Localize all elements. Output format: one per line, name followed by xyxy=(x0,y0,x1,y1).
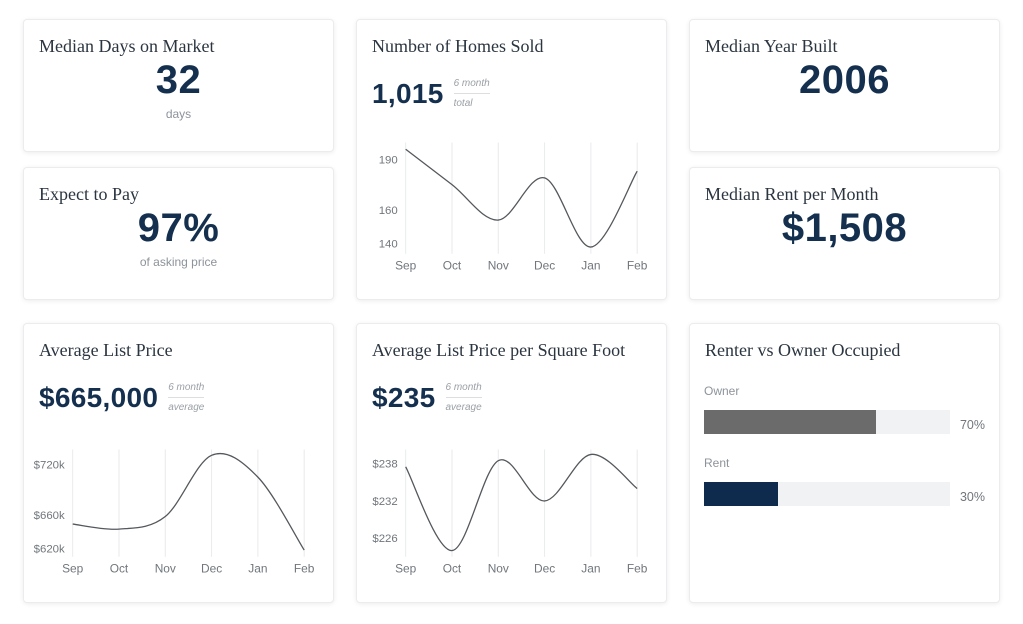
card-average-list-price: Average List Price $665,000 6 month aver… xyxy=(23,323,334,603)
trend-line xyxy=(72,453,305,551)
price-per-sqft-value: $235 xyxy=(372,381,436,413)
price-per-sqft-trend-chart: $238 $232 $226 Sep Oct Nov Dec Jan Feb xyxy=(372,449,648,576)
owner-bar-percent: 70% xyxy=(959,418,985,432)
owner-bar-label: Owner xyxy=(704,384,740,398)
annotation-period: 6 month xyxy=(445,382,482,393)
card-median-year-built: Median Year Built 2006 xyxy=(689,19,1000,152)
median-rent-value: $1,508 xyxy=(781,206,908,250)
card-title: Median Days on Market xyxy=(39,36,215,56)
annotation-kind: total xyxy=(453,93,490,109)
rent-bar-fill xyxy=(704,482,778,506)
x-axis-label: Sep xyxy=(395,259,417,273)
y-axis-tick-label: $620k xyxy=(34,543,65,555)
homes-sold-value: 1,015 xyxy=(372,77,444,109)
price-per-sqft-stat: $235 6 month average xyxy=(372,382,666,413)
x-axis-label: Feb xyxy=(294,562,315,576)
column-middle: Number of Homes Sold 1,015 6 month total… xyxy=(356,19,667,603)
homes-sold-stat: 1,015 6 month total xyxy=(372,78,666,109)
card-median-rent: Median Rent per Month $1,508 xyxy=(689,167,1000,300)
card-renter-vs-owner: Renter vs Owner Occupied Owner 70% Rent xyxy=(689,323,1000,603)
occupancy-bars: Owner 70% Rent 30% xyxy=(704,384,985,506)
card-title: Average List Price xyxy=(39,340,173,360)
x-axis-label: Jan xyxy=(248,562,267,576)
card-title: Expect to Pay xyxy=(39,184,139,204)
rent-bar-track xyxy=(704,482,950,506)
x-axis-label: Sep xyxy=(62,562,84,576)
homes-sold-trend-chart: 190 160 140 Sep Oct Nov Dec Jan Feb xyxy=(379,142,648,273)
card-median-days-on-market: Median Days on Market 32 days xyxy=(23,19,334,152)
owner-bar-fill xyxy=(704,410,877,434)
list-price-annotation: 6 month average xyxy=(168,382,205,413)
card-title: Median Year Built xyxy=(705,36,838,56)
annotation-kind: average xyxy=(168,397,205,413)
x-axis-label: Nov xyxy=(488,562,509,576)
owner-bar-row: 70% xyxy=(704,410,985,434)
median-rent-stat: $1,508 xyxy=(690,208,999,248)
card-price-per-square-foot: Average List Price per Square Foot $235 … xyxy=(356,323,667,603)
card-number-of-homes-sold: Number of Homes Sold 1,015 6 month total… xyxy=(356,19,667,300)
x-axis-label: Oct xyxy=(443,562,462,576)
rent-bar-label: Rent xyxy=(704,456,730,470)
expect-to-pay-unit: of asking price xyxy=(139,255,218,269)
median-days-value: 32 xyxy=(155,58,202,102)
median-days-unit: days xyxy=(165,107,192,121)
x-axis-label: Sep xyxy=(395,562,417,576)
card-title: Number of Homes Sold xyxy=(372,36,544,56)
annotation-period: 6 month xyxy=(168,382,205,393)
column-left: Median Days on Market 32 days Expect to … xyxy=(23,19,334,603)
rent-bar-row: 30% xyxy=(704,482,985,506)
annotation-period: 6 month xyxy=(453,78,490,89)
list-price-stat: $665,000 6 month average xyxy=(39,382,333,413)
y-axis-tick-label: 140 xyxy=(379,239,398,251)
expect-to-pay-stat: 97% of asking price xyxy=(24,208,333,269)
x-axis-label: Dec xyxy=(201,562,222,576)
expect-to-pay-value: 97% xyxy=(137,206,220,250)
y-axis-tick-label: $660k xyxy=(34,510,65,522)
column-right: Median Year Built 2006 Median Rent per M… xyxy=(689,19,1000,603)
rent-bar-group: Rent 30% xyxy=(704,456,985,506)
year-built-value: 2006 xyxy=(799,58,890,102)
median-days-stat: 32 days xyxy=(24,60,333,121)
trend-line xyxy=(405,148,638,248)
card-title: Average List Price per Square Foot xyxy=(372,340,626,360)
x-axis-label: Oct xyxy=(110,562,129,576)
y-axis-tick-label: 190 xyxy=(379,154,398,166)
y-axis-tick-label: $232 xyxy=(372,496,397,508)
market-trends-dashboard: Median Days on Market 32 days Expect to … xyxy=(23,19,1000,603)
y-axis-tick-label: $238 xyxy=(372,459,397,471)
homes-sold-annotation: 6 month total xyxy=(453,78,490,109)
annotation-kind: average xyxy=(445,397,482,413)
card-title: Median Rent per Month xyxy=(705,184,879,204)
card-expect-to-pay: Expect to Pay 97% of asking price xyxy=(23,167,334,300)
list-price-trend-chart: $720k $660k $620k Sep Oct Nov Dec Jan Feb xyxy=(34,449,315,576)
y-axis-tick-label: $720k xyxy=(34,460,65,472)
x-axis-label: Dec xyxy=(534,562,555,576)
owner-bar-track xyxy=(704,410,950,434)
x-axis-label: Oct xyxy=(443,259,462,273)
trend-line xyxy=(405,453,638,552)
x-axis-label: Feb xyxy=(627,259,648,273)
y-axis-tick-label: 160 xyxy=(379,205,398,217)
price-per-sqft-annotation: 6 month average xyxy=(445,382,482,413)
year-built-stat: 2006 xyxy=(690,60,999,100)
y-axis-tick-label: $226 xyxy=(372,533,397,545)
x-axis-label: Jan xyxy=(581,259,600,273)
x-axis-label: Nov xyxy=(488,259,509,273)
card-title: Renter vs Owner Occupied xyxy=(705,340,901,360)
list-price-value: $665,000 xyxy=(39,381,159,413)
x-axis-label: Feb xyxy=(627,562,648,576)
x-axis-label: Nov xyxy=(155,562,176,576)
x-axis-label: Dec xyxy=(534,259,555,273)
x-axis-label: Jan xyxy=(581,562,600,576)
rent-bar-percent: 30% xyxy=(959,490,985,504)
owner-bar-group: Owner 70% xyxy=(704,384,985,434)
